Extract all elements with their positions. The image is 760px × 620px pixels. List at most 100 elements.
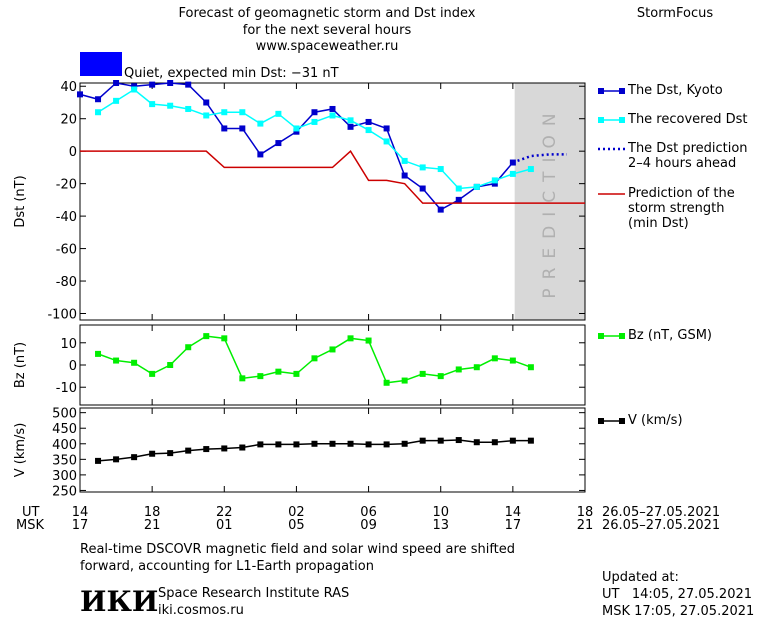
y-tick-label: 10 <box>60 337 77 352</box>
y-tick-label: 250 <box>52 484 77 499</box>
point <box>419 185 426 192</box>
point <box>149 81 156 88</box>
point <box>491 355 498 362</box>
msk-tick-label: 09 <box>360 518 377 533</box>
y-tick-label: -10 <box>56 381 77 396</box>
plot-frame <box>79 407 586 493</box>
updated-msk: MSK 17:05, 27.05.2021 <box>602 604 754 619</box>
status-color <box>80 52 122 76</box>
point <box>347 117 354 124</box>
point <box>491 439 498 446</box>
y-tick-label: 500 <box>52 407 77 422</box>
logo: ИКИ <box>80 585 158 618</box>
point <box>437 206 444 213</box>
point <box>437 373 444 380</box>
series-line <box>512 153 567 164</box>
point <box>293 128 300 135</box>
point <box>383 138 390 145</box>
point <box>275 110 282 117</box>
point <box>491 180 498 187</box>
y-tick-label: -60 <box>56 243 77 258</box>
title: Forecast of geomagnetic storm and Dst in… <box>178 6 475 21</box>
point <box>77 91 83 98</box>
point <box>131 454 138 461</box>
point <box>365 337 372 344</box>
point <box>185 105 192 112</box>
legend-entry: The Dst prediction 2–4 hours ahead <box>628 141 748 171</box>
x-tick-label: 06 <box>360 505 377 520</box>
legend-marker <box>598 333 604 339</box>
point <box>293 441 300 448</box>
point <box>329 105 336 112</box>
legend-marker <box>619 88 625 94</box>
subtitle: for the next several hours <box>243 23 412 38</box>
point <box>383 379 390 386</box>
ut-dates: 26.05–27.05.2021 <box>602 505 720 520</box>
point <box>473 439 480 446</box>
point <box>329 440 336 447</box>
point <box>437 166 444 173</box>
point <box>221 335 228 342</box>
point <box>311 440 318 447</box>
point <box>131 86 138 93</box>
note: forward, accounting for L1-Earth propaga… <box>80 559 374 574</box>
point <box>185 81 192 88</box>
msk-tick-label: 13 <box>432 518 449 533</box>
x-tick-label: 18 <box>144 505 161 520</box>
y-tick-label: 450 <box>52 422 77 437</box>
legend-marker <box>619 418 625 424</box>
y-tick-label: 40 <box>60 80 77 95</box>
point <box>419 164 426 171</box>
y-tick-label: 300 <box>52 469 77 484</box>
msk-dates: 26.05–27.05.2021 <box>602 518 720 533</box>
point <box>365 118 372 125</box>
y-axis-label: Dst (nT) <box>13 175 28 227</box>
point <box>329 112 336 119</box>
point <box>509 357 516 364</box>
point <box>275 140 282 147</box>
point <box>257 151 264 158</box>
point <box>275 368 282 375</box>
url: iki.cosmos.ru <box>158 603 244 618</box>
y-tick-label: 400 <box>52 438 77 453</box>
point <box>455 366 462 373</box>
point <box>167 362 174 368</box>
point <box>437 437 444 444</box>
x-tick-label: 14 <box>505 505 522 520</box>
msk-tick-label: 05 <box>288 518 305 533</box>
point <box>185 344 192 351</box>
point <box>95 96 102 103</box>
status: Quiet, expected min Dst: −31 nT <box>124 66 339 81</box>
point <box>401 377 408 384</box>
legend-entry: V (km/s) <box>628 413 683 428</box>
x-tick-label: 02 <box>288 505 305 520</box>
point <box>239 375 246 382</box>
point <box>491 177 498 184</box>
point <box>113 97 120 104</box>
legend-entry: The recovered Dst <box>628 112 748 127</box>
point <box>311 355 318 362</box>
updated-label: Updated at: <box>602 570 679 585</box>
point <box>347 335 354 342</box>
point <box>239 109 246 116</box>
point <box>365 441 372 448</box>
point <box>347 123 354 130</box>
ut-label: UT <box>22 505 40 520</box>
point <box>293 125 300 132</box>
y-tick-label: -40 <box>56 210 77 225</box>
legend-entry: The Dst, Kyoto <box>628 83 723 98</box>
y-tick-label: 0 <box>69 359 77 374</box>
point <box>257 373 264 380</box>
site: www.spaceweather.ru <box>256 39 399 54</box>
y-tick-label: 0 <box>69 145 77 160</box>
institute: Space Research Institute RAS <box>158 586 349 601</box>
point <box>185 447 192 454</box>
prediction-label: PREDICTION <box>540 104 560 298</box>
point <box>419 370 426 377</box>
y-tick-label: -20 <box>56 178 77 193</box>
brand: StormFocus <box>637 6 713 21</box>
point <box>257 441 264 448</box>
point <box>419 437 426 444</box>
point <box>347 440 354 447</box>
